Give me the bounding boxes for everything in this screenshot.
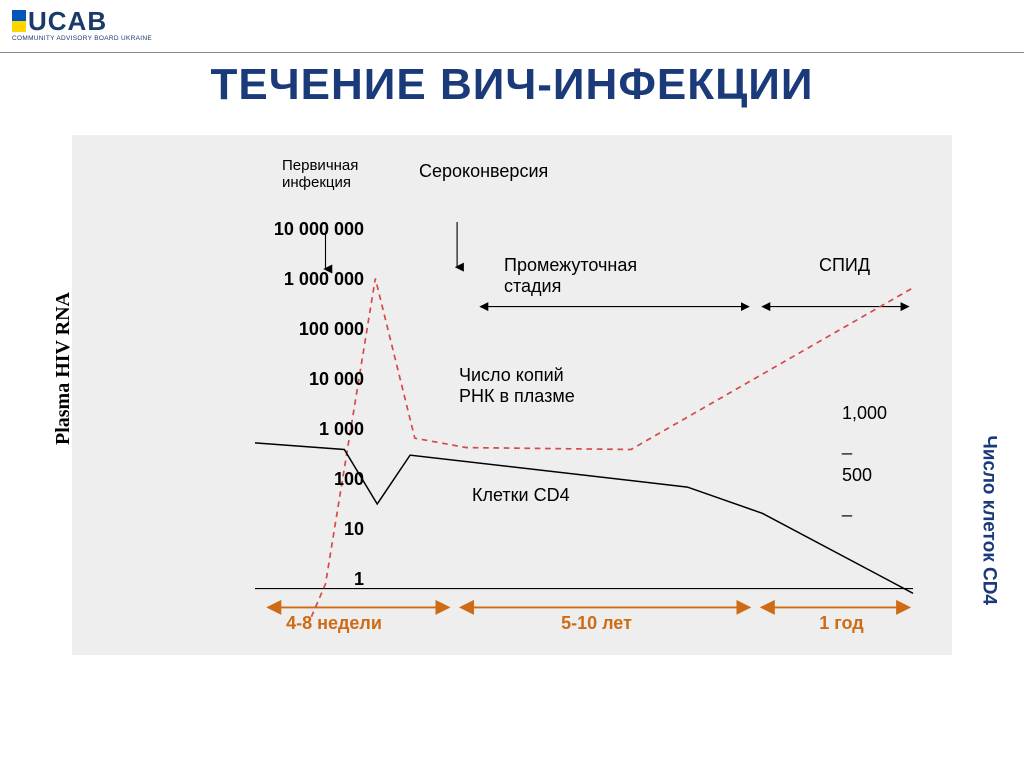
- plot-area: 1101001 00010 000100 0001 000 00010 000 …: [224, 175, 924, 585]
- right-tick-label: _: [842, 497, 852, 518]
- x-phase-label: 1 год: [759, 613, 924, 634]
- y-tick-label: 1: [224, 569, 364, 590]
- annot-intermediate-stage: Промежуточнаястадия: [504, 255, 637, 297]
- chart-background: Plasma HIV RNA Число клеток CD4: [72, 135, 952, 655]
- x-phase-label: 5-10 лет: [439, 613, 754, 634]
- y-tick-label: 100: [224, 469, 364, 490]
- annot-seroconversion: Сероконверсия: [419, 161, 548, 182]
- ukraine-flag-icon: [12, 10, 26, 32]
- page-title: ТЕЧЕНИЕ ВИЧ-ИНФЕКЦИИ: [0, 60, 1024, 110]
- logo-tagline: COMMUNITY ADVISORY BOARD UKRAINE: [12, 35, 152, 42]
- y-tick-label: 10 000 000: [224, 219, 364, 240]
- annot-aids: СПИД: [819, 255, 870, 276]
- annot-rna-copies: Число копийРНК в плазме: [459, 365, 575, 407]
- logo-name: UCAB: [12, 6, 152, 37]
- y-tick-label: 1 000 000: [224, 269, 364, 290]
- header-divider: [0, 52, 1024, 53]
- right-tick-label: 500: [842, 465, 872, 486]
- y-tick-label: 1 000: [224, 419, 364, 440]
- y-tick-label: 100 000: [224, 319, 364, 340]
- x-phase-label: 4-8 недели: [234, 613, 434, 634]
- right-tick-label: _: [842, 435, 852, 456]
- y-axis-left-label: Plasma HIV RNA: [52, 292, 75, 445]
- hiv-rna-line: [311, 278, 913, 616]
- y-tick-label: 10 000: [224, 369, 364, 390]
- logo: UCAB COMMUNITY ADVISORY BOARD UKRAINE: [12, 6, 152, 42]
- right-tick-label: 1,000: [842, 403, 887, 424]
- annot-primary-infection: Первичнаяинфекция: [282, 157, 358, 191]
- annot-cd4-cells: Клетки CD4: [472, 485, 570, 506]
- logo-text: UCAB: [28, 6, 107, 36]
- y-tick-label: 10: [224, 519, 364, 540]
- y-axis-right-label: Число клеток CD4: [978, 435, 1000, 605]
